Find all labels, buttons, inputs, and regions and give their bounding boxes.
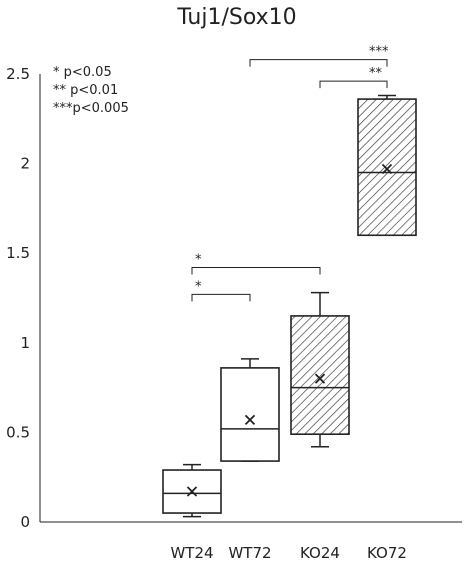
- significance-label: **: [369, 66, 383, 81]
- chart-title: Tuj1/Sox10: [176, 5, 296, 30]
- legend-entry: * p<0.05: [53, 65, 112, 80]
- significance-bracket: *: [191, 253, 321, 275]
- box-body: [220, 367, 280, 462]
- mean-marker: [314, 373, 326, 384]
- mean-marker: [186, 486, 198, 497]
- box-wt72: [220, 358, 280, 462]
- y-tick-label: 1: [20, 334, 30, 352]
- bracket-line: [319, 80, 388, 89]
- y-tick-label: 0: [20, 513, 30, 531]
- significance-bracket: **: [319, 66, 388, 89]
- significance-label: ***: [369, 45, 389, 60]
- significance-legend: * p<0.05 ** p<0.01 ***p<0.005: [53, 65, 129, 116]
- significance-bracket: *: [191, 279, 251, 302]
- boxes: [162, 94, 417, 518]
- bracket-line: [191, 267, 321, 275]
- mean-marker: [244, 414, 256, 425]
- significance-label: *: [195, 279, 202, 294]
- bracket-line: [191, 293, 251, 302]
- y-tick-label: 2.5: [6, 65, 30, 83]
- category-label-wt72: WT72: [228, 544, 271, 562]
- category-label-ko24: KO24: [300, 544, 340, 562]
- significance-brackets: *******: [191, 45, 389, 302]
- legend-entry: ***p<0.005: [53, 101, 129, 116]
- box-ko24: [290, 291, 350, 448]
- category-label-ko72: KO72: [367, 544, 407, 562]
- box-wt24: [162, 463, 222, 518]
- y-tick-label: 2: [20, 155, 30, 173]
- y-tick-label: 1.5: [6, 244, 30, 262]
- category-label-wt24: WT24: [170, 544, 213, 562]
- mean-marker: [381, 163, 393, 175]
- axes: 0 0.5 1 1.5 2 2.5: [6, 65, 462, 531]
- bracket-line: [249, 59, 388, 67]
- box-ko72: [357, 94, 417, 237]
- box-body: [290, 315, 350, 435]
- y-tick-label: 0.5: [6, 423, 30, 441]
- box-body: [357, 98, 417, 237]
- category-labels: WT24 WT72 KO24 KO72: [170, 544, 407, 562]
- significance-label: *: [195, 253, 202, 268]
- legend-entry: ** p<0.01: [53, 83, 118, 98]
- significance-bracket: ***: [249, 45, 389, 67]
